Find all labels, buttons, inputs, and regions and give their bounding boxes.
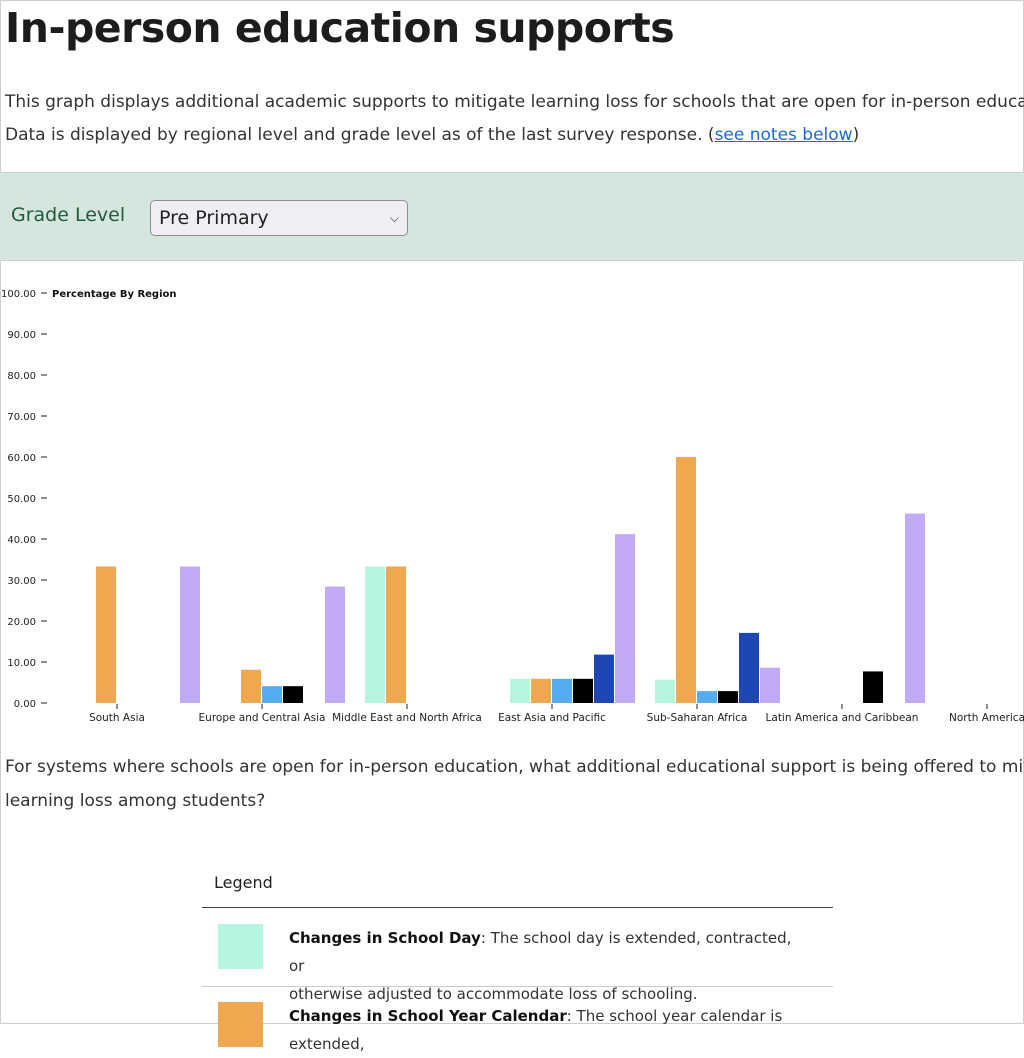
intro-line-2: Data is displayed by regional level and … <box>5 125 715 145</box>
bar <box>718 691 738 703</box>
legend-separator <box>202 986 833 987</box>
bar <box>573 678 593 703</box>
bar <box>262 686 282 703</box>
x-tick-label: Latin America and Caribbean <box>766 712 919 724</box>
y-tick-label: 90.00 <box>7 330 36 341</box>
y-tick-label: 60.00 <box>7 453 36 464</box>
legend-item-name: Changes in School Day <box>289 929 481 947</box>
bar <box>552 678 572 703</box>
legend-description: Changes in School Year Calendar: The sch… <box>289 1002 809 1058</box>
see-notes-link[interactable]: see notes below <box>714 125 853 145</box>
x-tick-label: Europe and Central Asia <box>199 712 326 724</box>
legend-title: Legend <box>214 873 273 892</box>
chevron-down-icon: ⌵ <box>389 211 399 225</box>
x-tick-label: Sub-Saharan Africa <box>647 712 748 724</box>
x-tick-label: Middle East and North Africa <box>332 712 482 724</box>
legend-swatch <box>218 924 263 969</box>
question-text: For systems where schools are open for i… <box>5 750 1024 818</box>
legend-divider <box>202 907 833 908</box>
bar <box>510 678 530 703</box>
legend-item-desc-2: otherwise adjusted to accommodate loss o… <box>289 985 698 1003</box>
y-axis-title: Percentage By Region <box>52 289 177 300</box>
y-tick-label: 30.00 <box>7 576 36 587</box>
question-line-1: For systems where schools are open for i… <box>5 757 1024 777</box>
legend-swatch <box>218 1002 263 1047</box>
x-tick-label: East Asia and Pacific <box>498 712 606 724</box>
y-tick-label: 70.00 <box>7 412 36 423</box>
bar <box>96 566 116 703</box>
y-tick-label: 0.00 <box>14 699 36 710</box>
intro-text: This graph displays additional academic … <box>5 86 1024 152</box>
bar <box>863 671 883 703</box>
bar <box>325 586 345 703</box>
intro-line-1: This graph displays additional academic … <box>5 92 1024 112</box>
legend-description: Changes in School Day: The school day is… <box>289 924 809 1008</box>
bar <box>760 667 780 703</box>
y-tick-label: 100.00 <box>1 289 36 300</box>
y-tick-label: 80.00 <box>7 371 36 382</box>
page-title: In-person education supports <box>5 4 675 52</box>
bar <box>283 686 303 703</box>
bar <box>739 632 759 703</box>
bar <box>905 513 925 703</box>
bar <box>697 691 717 703</box>
filter-bar: Grade Level Pre Primary ⌵ <box>0 172 1024 261</box>
bar <box>676 457 696 703</box>
bar <box>594 654 614 703</box>
bar <box>615 534 635 703</box>
bar-chart: 0.00 10.00 20.00 30.00 40.00 50.00 60.00 70.00 8… <box>1 289 1024 724</box>
grade-level-select[interactable]: Pre Primary ⌵ <box>150 200 408 236</box>
x-tick-label: North America <box>949 712 1024 724</box>
intro-line-2-end: ) <box>852 125 860 145</box>
bar <box>531 678 551 703</box>
y-tick-label: 40.00 <box>7 535 36 546</box>
bar <box>386 566 406 703</box>
x-tick-label: South Asia <box>89 712 145 724</box>
bar <box>180 566 200 703</box>
bar <box>655 679 675 703</box>
grade-level-label: Grade Level <box>11 204 126 226</box>
legend-item-name: Changes in School Year Calendar <box>289 1007 567 1025</box>
bar <box>241 669 261 703</box>
y-tick-label: 20.00 <box>7 617 36 628</box>
y-tick-label: 10.00 <box>7 658 36 669</box>
bar <box>365 566 385 703</box>
question-line-2: learning loss among students? <box>5 791 266 811</box>
y-tick-label: 50.00 <box>7 494 36 505</box>
grade-level-selected-value: Pre Primary <box>159 207 269 229</box>
legend-item-desc-1: : The school day is extended, contracted… <box>289 929 792 975</box>
